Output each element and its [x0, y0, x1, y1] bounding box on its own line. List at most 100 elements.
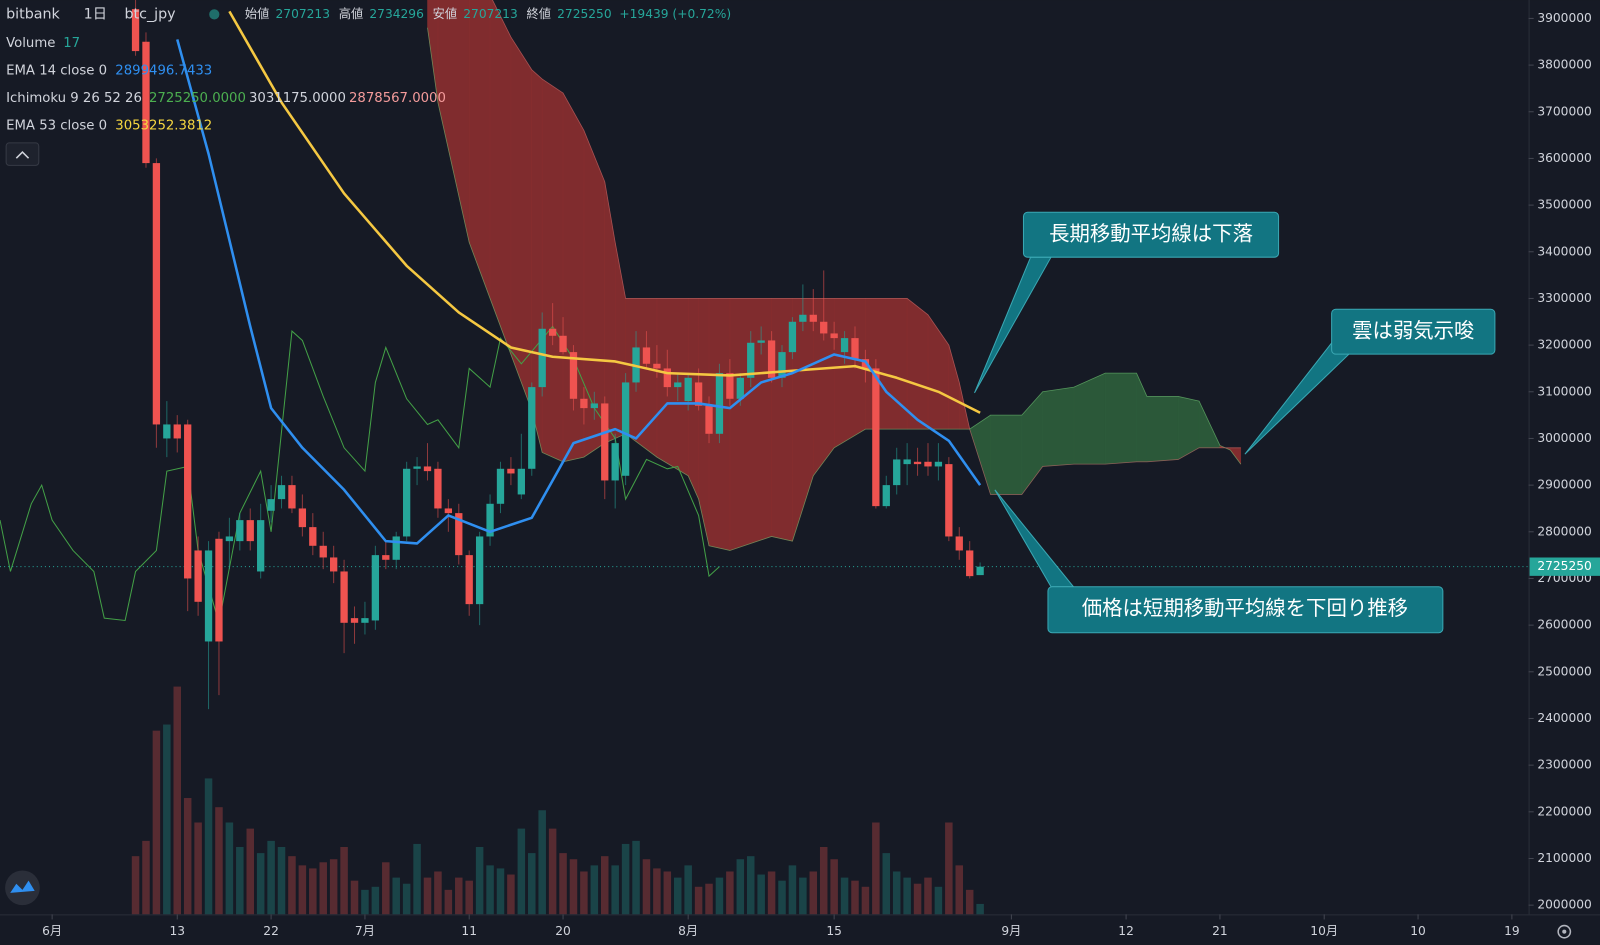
- volume-bar: [475, 846, 484, 915]
- x-tick-label: 10: [1410, 924, 1426, 938]
- volume-bar: [799, 877, 807, 915]
- x-tick-label: 6月: [42, 924, 62, 938]
- collapse-button[interactable]: [5, 142, 40, 166]
- y-tick-label: 2200000: [1537, 804, 1592, 818]
- candle-body: [163, 424, 171, 439]
- senkou-a-line: [427, 27, 1242, 551]
- volume-bar: [434, 871, 442, 915]
- cloud-segment: [1042, 386, 1075, 467]
- candle-body: [976, 566, 984, 576]
- y-tick-label: 3900000: [1537, 11, 1592, 25]
- candle-body: [778, 352, 786, 378]
- volume-bar: [538, 810, 546, 915]
- candle-body: [184, 424, 192, 579]
- volume-bar: [673, 877, 682, 915]
- volume-bar: [601, 856, 609, 915]
- y-tick-label: 2900000: [1537, 478, 1592, 492]
- cloud-segment: [656, 298, 689, 477]
- candle-body: [257, 520, 265, 572]
- volume-bar: [924, 877, 932, 915]
- volume-bar: [872, 822, 880, 915]
- last-price-tag: [1529, 557, 1600, 576]
- candle-body: [350, 618, 359, 623]
- candle-body: [611, 443, 619, 481]
- volume-bar: [726, 871, 734, 915]
- candle-body: [966, 550, 974, 577]
- volume-bar: [746, 856, 755, 915]
- candle-body: [663, 368, 671, 388]
- ema53-line: [228, 10, 981, 414]
- candle-body: [236, 520, 244, 542]
- candle-body: [496, 468, 505, 504]
- candle-body: [851, 338, 859, 360]
- candle-body: [465, 555, 473, 605]
- y-tick-label: 3300000: [1537, 291, 1592, 305]
- candle-body: [569, 352, 578, 399]
- candle-body: [559, 335, 567, 353]
- y-tick-label: 3400000: [1537, 244, 1592, 258]
- volume-bar: [267, 840, 275, 915]
- volume-bar: [402, 883, 411, 915]
- volume-bar: [236, 846, 244, 915]
- y-tick-label: 2000000: [1537, 898, 1592, 912]
- candle-body: [726, 373, 734, 399]
- volume-bar: [309, 868, 317, 915]
- volume-bar: [392, 877, 400, 915]
- candle-body: [330, 557, 338, 572]
- candle-body: [538, 328, 546, 388]
- close-label: 終値: [527, 6, 551, 21]
- close-value: 2725250: [557, 7, 611, 21]
- volume-bar: [215, 807, 223, 915]
- volume-bar: [528, 853, 536, 915]
- x-tick-label: 10月: [1310, 924, 1338, 938]
- change: +19439 (+0.72%): [619, 7, 731, 21]
- low-value: 2707213: [463, 7, 517, 21]
- settings-icon[interactable]: [1557, 924, 1572, 939]
- y-tick-label: 3500000: [1537, 198, 1592, 212]
- candle-body: [434, 468, 442, 509]
- candle-body: [194, 550, 202, 602]
- candle-body: [601, 403, 609, 481]
- volume-bar: [621, 843, 630, 915]
- candle-body: [382, 555, 390, 560]
- high-value: 2734296: [369, 7, 424, 21]
- logo-circle[interactable]: [5, 870, 40, 906]
- x-tick-label: 7月: [355, 924, 375, 938]
- volume-bar: [767, 871, 776, 915]
- volume-bar: [934, 886, 943, 915]
- candle-body: [246, 520, 254, 542]
- volume-bar: [163, 724, 171, 915]
- volume-bar: [319, 862, 327, 915]
- collapse-icon: [15, 151, 30, 159]
- volume-bar: [715, 877, 724, 915]
- cloud-segment: [990, 414, 1023, 495]
- interval: 1日: [84, 6, 107, 22]
- volume-bar: [632, 840, 640, 915]
- y-tick-label: 3000000: [1537, 431, 1592, 445]
- candle-body: [486, 503, 494, 537]
- cloud-segment: [489, 0, 512, 355]
- volume-bar: [965, 889, 974, 915]
- candle-body: [715, 373, 724, 434]
- cloud-segment: [865, 298, 908, 430]
- volume-bar: [611, 865, 619, 915]
- candle-body: [945, 464, 953, 537]
- volume-bar: [350, 880, 359, 915]
- volume-bar: [288, 856, 296, 915]
- y-tick-label: 2400000: [1537, 711, 1592, 725]
- pair: btc_jpy: [124, 6, 176, 22]
- axes: 2000000 2100000 2200000 2300000 2400000 25000…: [42, 11, 1600, 938]
- volume-bar: [371, 886, 380, 915]
- volume-bar: [256, 853, 265, 915]
- volume-bar: [277, 846, 286, 915]
- plot-area: [0, 0, 1529, 915]
- volume-bar: [194, 822, 202, 915]
- candle-body: [402, 468, 411, 537]
- candle-body: [653, 363, 661, 369]
- candle-body: [361, 618, 369, 623]
- volume-bar: [569, 859, 578, 915]
- open-value: 2707213: [276, 7, 331, 21]
- volume-bar: [892, 871, 901, 915]
- volume-bar: [976, 903, 984, 915]
- legend-ema53: EMA 53 close 0: [6, 119, 107, 134]
